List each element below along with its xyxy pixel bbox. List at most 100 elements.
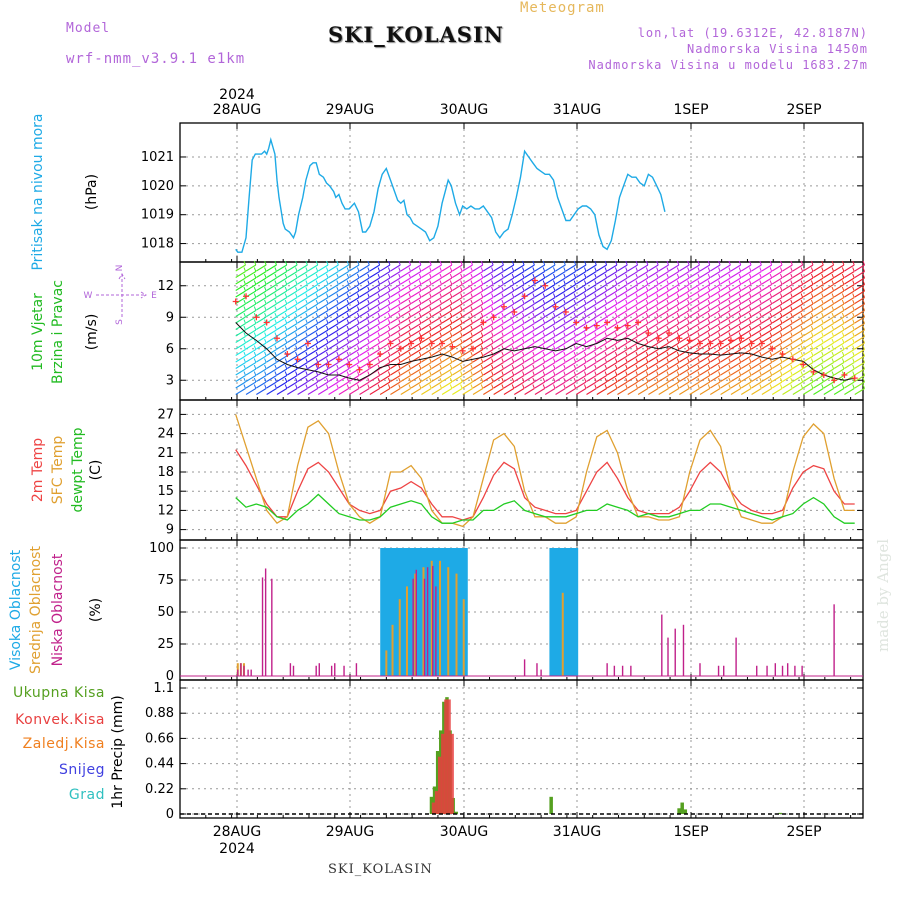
- wind-barb-shaft: [761, 355, 772, 363]
- wind-barb: [338, 286, 350, 298]
- wind-gust-marker: [552, 303, 559, 310]
- wind-barb-flag: [398, 325, 401, 331]
- wind-barb-shaft: [565, 277, 576, 285]
- wind-barb: [648, 286, 659, 298]
- wind-barb-shaft: [307, 277, 319, 285]
- wind-barb-flag: [697, 377, 700, 383]
- wind-barb-shaft: [245, 336, 257, 343]
- wind-barb: [833, 319, 845, 330]
- wind-barb-flag: [439, 260, 443, 266]
- wind-barb-flag: [862, 351, 866, 357]
- wind-barb-shaft: [534, 375, 546, 382]
- wind-barb-flag: [676, 260, 680, 266]
- wind-barb-shaft: [235, 303, 246, 311]
- wind-barb-shaft: [348, 349, 360, 356]
- wind-barb: [452, 280, 463, 291]
- wind-barb: [307, 377, 319, 389]
- wind-barb: [297, 371, 308, 382]
- wind-barb: [410, 371, 422, 382]
- wind-barb-shaft: [555, 362, 566, 369]
- wind-barb: [493, 286, 504, 298]
- wind-barb: [637, 273, 649, 285]
- wind-barb: [266, 325, 277, 337]
- cloud-bar-2: [423, 578, 426, 676]
- wind-barb-flag: [852, 280, 855, 285]
- wind-barb-flag: [821, 377, 824, 383]
- wind-barb: [276, 384, 288, 395]
- wind-barb: [431, 377, 443, 389]
- wind-barb-flag: [470, 293, 473, 298]
- wind-barb-shaft: [813, 349, 824, 356]
- wind-barb-shaft: [359, 381, 370, 389]
- wind-barb: [586, 312, 597, 324]
- wind-barb: [761, 338, 773, 350]
- wind-gust-marker: [820, 372, 827, 378]
- wind-barb: [245, 299, 257, 311]
- wind-barb-flag: [511, 306, 515, 311]
- wind-barb: [513, 364, 525, 376]
- wind-barb: [297, 377, 308, 389]
- wind-barb: [648, 332, 659, 343]
- wind-barb-shaft: [740, 303, 752, 311]
- wind-barb: [689, 345, 700, 356]
- wind-barb: [390, 325, 401, 337]
- wind-barb-shaft: [513, 368, 525, 376]
- wind-barb: [627, 345, 639, 356]
- wind-barb-flag: [707, 377, 711, 383]
- wind-barb: [844, 345, 855, 356]
- wind-barb-flag: [687, 286, 690, 292]
- wind-barb-flag: [666, 345, 669, 350]
- wind-barb-shaft: [245, 277, 257, 285]
- wind-barb: [235, 364, 246, 376]
- wind-barb: [699, 286, 711, 298]
- wind-barb: [235, 280, 246, 291]
- wind-barb-flag: [377, 306, 381, 311]
- wind-barb-shaft: [544, 284, 556, 291]
- wind-barb: [297, 280, 308, 291]
- wind-barb: [823, 332, 835, 343]
- wind-barb-shaft: [792, 290, 803, 298]
- wind-barb: [503, 299, 515, 311]
- wind-barb-shaft: [359, 336, 370, 343]
- wind-barb: [472, 371, 484, 382]
- wind-barb: [565, 267, 577, 278]
- wind-barb-shaft: [338, 277, 349, 285]
- wind-barb: [730, 332, 742, 343]
- wind-barb: [452, 299, 463, 311]
- ytick-label-temp: 18: [157, 465, 174, 480]
- wind-barb: [802, 364, 814, 376]
- wind-barb-shaft: [266, 342, 277, 350]
- wind-barb: [513, 286, 525, 298]
- wind-barb-flag: [810, 384, 814, 389]
- wind-barb-shaft: [782, 355, 793, 363]
- wind-barb: [493, 371, 504, 382]
- wind-barb-shaft: [720, 303, 731, 311]
- wind-barb: [854, 267, 866, 278]
- wind-barb-shaft: [844, 362, 855, 369]
- wind-barb-flag: [728, 345, 731, 350]
- wind-barb-shaft: [689, 329, 700, 337]
- wind-barb-flag: [749, 299, 752, 305]
- wind-barb-flag: [821, 345, 824, 350]
- wind-barb: [369, 299, 381, 311]
- wind-barb: [359, 299, 370, 311]
- wind-barb: [483, 293, 494, 304]
- wind-barb-flag: [326, 293, 329, 298]
- wind-barb-flag: [769, 319, 773, 324]
- wind-barb-flag: [326, 364, 329, 370]
- wind-barb: [421, 371, 432, 382]
- wind-barb: [844, 293, 855, 304]
- wind-barb: [379, 384, 391, 395]
- wind-barb: [792, 267, 804, 278]
- wind-barb: [823, 280, 835, 291]
- wind-barb-flag: [759, 286, 762, 292]
- wind-barb-flag: [666, 299, 669, 305]
- wind-barb-shaft: [689, 336, 700, 343]
- wind-barb-flag: [243, 312, 246, 318]
- wind-barb: [544, 286, 556, 298]
- wind-barb: [410, 280, 422, 291]
- wind-barb-flag: [687, 312, 690, 318]
- wind-barb-shaft: [359, 271, 370, 278]
- wind-barb-flag: [852, 332, 855, 337]
- wind-barb-shaft: [317, 381, 329, 389]
